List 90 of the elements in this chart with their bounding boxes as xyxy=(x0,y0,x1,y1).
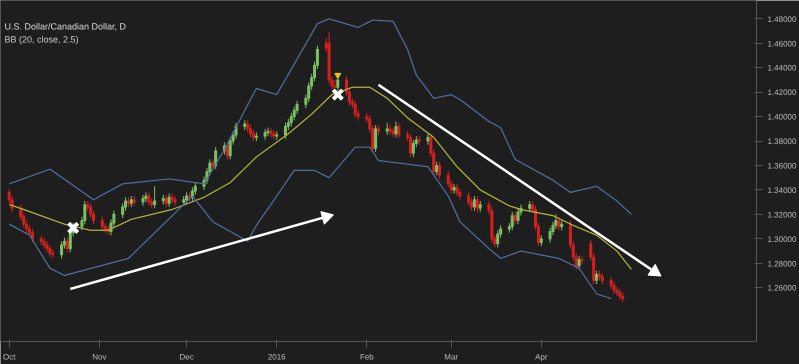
candlestick xyxy=(46,240,49,253)
x-tick-label: Mar xyxy=(444,352,458,362)
y-tick-label: 1.42000 xyxy=(768,88,797,98)
x-tick-label: Apr xyxy=(535,352,548,362)
candlestick xyxy=(211,158,214,170)
candlestick xyxy=(435,161,438,176)
y-tick-label: 1.44000 xyxy=(768,64,797,73)
x-tick-label: Nov xyxy=(92,352,106,362)
candlestick xyxy=(153,186,156,209)
candlestick xyxy=(478,200,482,212)
y-tick-label: 1.46000 xyxy=(768,39,797,48)
candlestick xyxy=(182,196,186,206)
candlestick xyxy=(397,122,400,140)
candlestick xyxy=(284,122,287,140)
candlestick xyxy=(48,244,52,258)
candlestick xyxy=(472,196,476,212)
candlestick xyxy=(412,139,415,158)
candlestick xyxy=(560,220,564,231)
candlestick xyxy=(476,196,479,212)
candlestick xyxy=(243,120,246,131)
candlestick xyxy=(141,194,144,206)
point xyxy=(331,88,344,102)
candlestick xyxy=(168,193,171,208)
candlestick xyxy=(126,196,130,208)
candlestick xyxy=(147,192,150,206)
candlestick xyxy=(516,208,520,225)
line-series xyxy=(8,146,612,300)
candlestick xyxy=(598,270,601,281)
candlestick xyxy=(60,240,64,259)
candlestick xyxy=(374,124,378,153)
point xyxy=(334,72,342,80)
x-tick-label: Oct xyxy=(3,352,16,362)
candlestick xyxy=(540,234,543,247)
point xyxy=(66,221,80,234)
candlestick xyxy=(132,196,136,206)
x-tick-label: 2016 xyxy=(268,352,286,362)
y-tick-label: 1.36000 xyxy=(768,162,797,170)
candlestick xyxy=(249,124,252,138)
candlestick xyxy=(173,196,176,206)
candlestick xyxy=(528,200,532,212)
candlestick xyxy=(354,100,357,118)
candlestick xyxy=(376,124,380,136)
candlestick xyxy=(336,76,340,92)
candlestick xyxy=(438,161,442,180)
candlestick xyxy=(595,270,598,285)
candlestick xyxy=(455,183,459,197)
line-series xyxy=(8,86,632,270)
candlestick xyxy=(394,121,398,138)
candlestick xyxy=(264,128,267,140)
candlestick xyxy=(426,133,430,146)
y-tick-label: 1.26000 xyxy=(768,284,797,293)
candlestick xyxy=(42,237,46,250)
candlestick xyxy=(30,228,34,243)
candlestick xyxy=(496,230,500,248)
text: U.S. Dollar/Canadian Dollar, D xyxy=(4,22,127,32)
y-tick-label: 1.28000 xyxy=(768,259,797,268)
candlestick xyxy=(557,216,560,231)
candlestick xyxy=(164,194,168,208)
candlestick xyxy=(272,130,276,140)
candlestick xyxy=(578,255,581,270)
y-tick-label: 1.32000 xyxy=(768,210,797,220)
candlestick xyxy=(40,234,43,246)
candlestick xyxy=(144,192,148,203)
candlestick xyxy=(100,216,104,231)
candlestick xyxy=(510,211,514,231)
y-tick-label: 1.40000 xyxy=(768,112,797,122)
candlestick xyxy=(66,237,69,253)
y-tick-label: 1.34000 xyxy=(768,186,797,195)
candlestick xyxy=(408,133,412,158)
candlestick xyxy=(600,272,604,285)
y-tick-label: 1.48000 xyxy=(768,14,797,24)
candlestick xyxy=(185,192,188,204)
candlestick xyxy=(170,193,174,204)
candlestick xyxy=(458,188,462,200)
x-tick-label: Feb xyxy=(360,352,374,362)
candlestick xyxy=(386,122,389,136)
candlestick xyxy=(514,211,517,225)
candlestick xyxy=(467,192,470,206)
x-tick-label: Dec xyxy=(179,352,194,362)
candlestick xyxy=(618,288,622,300)
candlestick xyxy=(130,196,133,208)
candlestick xyxy=(392,127,395,138)
y-tick-label: 1.30000 xyxy=(768,234,797,244)
y-tick-label: 1.38000 xyxy=(768,137,797,146)
candlestick xyxy=(452,183,456,194)
candlestick xyxy=(621,292,624,303)
text: BB (20, close, 2.5) xyxy=(4,34,79,44)
candlestick xyxy=(269,127,272,138)
candlestick xyxy=(388,124,392,136)
candlestick xyxy=(162,194,165,206)
